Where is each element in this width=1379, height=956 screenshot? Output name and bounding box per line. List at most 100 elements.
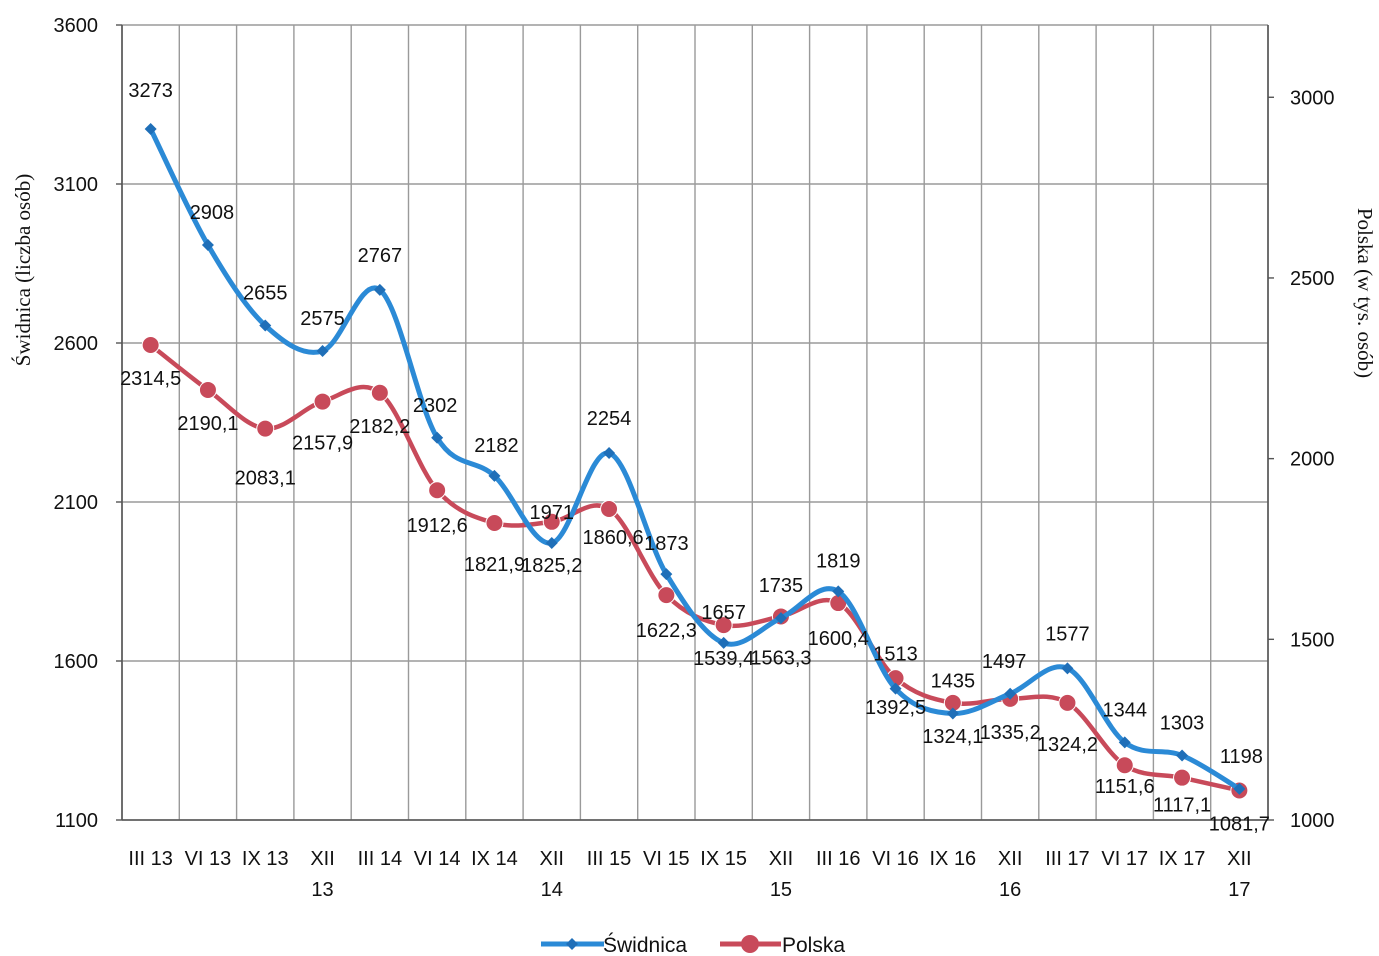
x-tick-label: XII 14 [540,848,564,901]
y-left-tick-label: 3600 [54,15,99,37]
point-swidnica [946,707,959,720]
x-tick-label: VI 13 [185,848,232,870]
y-right-tick-label: 2000 [1290,449,1335,471]
x-tick-label: XII 15 [769,848,793,901]
y-right-tick-label: 1000 [1290,810,1335,832]
data-label-polska: 1825,2 [521,555,582,577]
data-label-swidnica: 1344 [1103,699,1148,721]
point-swidnica [201,239,214,252]
x-tick-label: III 13 [128,848,172,870]
data-label-polska: 1392,5 [865,697,926,719]
point-swidnica [545,537,558,550]
data-label-swidnica: 2655 [243,283,288,305]
data-label-polska: 2182,2 [349,416,410,438]
x-tick-label: VI 14 [414,848,461,870]
point-polska [1058,693,1077,712]
data-label-swidnica: 1873 [644,533,689,555]
y-left-tick-label: 1100 [55,810,98,832]
point-swidnica [1061,662,1074,675]
x-tick-label: XII 16 [998,848,1022,901]
data-label-swidnica: 2908 [190,202,235,224]
x-tick-label: IX 17 [1159,848,1206,870]
point-polska [198,380,217,399]
point-swidnica [603,447,616,460]
data-label-polska: 1563,3 [750,647,811,669]
data-label-polska: 2157,9 [292,433,353,455]
x-tick-label: XII 13 [310,848,334,901]
point-swidnica [832,585,845,598]
data-label-polska: 2083,1 [235,468,296,490]
x-tick-label: III 17 [1045,848,1089,870]
data-label-swidnica: 1497 [982,651,1027,673]
legend-marker-polska [741,935,759,953]
x-tick-label: III 14 [358,848,402,870]
data-labels-layer: 3273 2908 2655 2575 2767 2302 2182 1971 2254 1873… [120,80,1270,835]
data-label-polska: 1324,1 [922,726,983,748]
point-swidnica [1118,736,1131,749]
data-label-swidnica: 1577 [1045,623,1090,645]
data-label-polska: 1335,2 [980,722,1041,744]
data-label-swidnica: 1819 [816,550,861,572]
point-swidnica [660,568,673,581]
data-label-swidnica: 3273 [128,80,173,102]
legend: Świdnica Polska [541,933,845,956]
data-label-polska: 1912,6 [407,515,468,537]
x-tick-label: III 16 [816,848,860,870]
data-label-polska: 1821,9 [464,554,525,576]
y-axis-right-title: Polska (w tys. osób) [1353,208,1377,378]
data-label-polska: 1622,3 [636,620,697,642]
point-swidnica [774,612,787,625]
y-right-tick-label: 2500 [1290,268,1335,290]
data-label-polska: 1324,2 [1037,734,1098,756]
point-swidnica [889,682,902,695]
point-swidnica [488,469,501,482]
data-label-swidnica: 2767 [358,245,403,267]
data-label-swidnica: 1198 [1220,746,1263,768]
y-left-tick-label: 2600 [54,333,99,355]
series-layer [141,122,1249,800]
y-axis-left-title: Świdnica (liczba osób) [11,174,35,366]
data-label-swidnica: 1435 [931,670,976,692]
point-swidnica [717,636,730,649]
data-label-swidnica: 2182 [474,435,519,457]
data-label-swidnica: 2575 [300,308,345,330]
y-left-tick-label: 2100 [54,492,99,514]
x-tick-label: IX 15 [700,848,747,870]
data-label-polska: 1860,6 [582,527,643,549]
x-tick-label: VI 17 [1101,848,1148,870]
y-left-tick-label: 1600 [54,651,99,673]
data-label-polska: 1117,1 [1153,795,1211,817]
data-label-swidnica: 1303 [1160,712,1205,734]
x-tick-label: VI 15 [643,848,690,870]
point-polska [485,513,504,532]
x-tick-label: IX 13 [242,848,289,870]
legend-label-swidnica: Świdnica [603,933,687,956]
y-left-tick-label: 3100 [54,174,99,196]
data-label-swidnica: 1971 [530,502,575,524]
axes: 1100 1600 2100 2600 3100 3600 1000 1500 2000 2500… [54,15,1335,901]
data-label-polska: 2314,5 [120,368,181,390]
point-swidnica [1004,687,1017,700]
point-polska [313,392,332,411]
point-swidnica [259,319,272,332]
point-swidnica [1233,782,1246,795]
point-polska [657,586,676,605]
point-swidnica [1176,749,1189,762]
data-label-swidnica: 1735 [759,575,804,597]
data-label-polska: 1600,4 [808,628,869,650]
point-swidnica [144,122,157,135]
legend-label-polska: Polska [782,934,845,956]
x-tick-label: IX 14 [471,848,518,870]
y-right-tick-label: 3000 [1290,87,1335,109]
x-tick-label: XII 17 [1227,848,1251,901]
y-right-tick-label: 1500 [1290,629,1335,651]
point-polska [141,335,160,354]
point-swidnica [431,431,444,444]
point-polska [714,616,733,635]
data-label-swidnica: 1657 [701,602,746,624]
point-swidnica [316,344,329,357]
x-tick-label: IX 16 [929,848,976,870]
data-label-swidnica: 2254 [587,408,632,430]
legend-marker-swidnica [566,938,578,950]
